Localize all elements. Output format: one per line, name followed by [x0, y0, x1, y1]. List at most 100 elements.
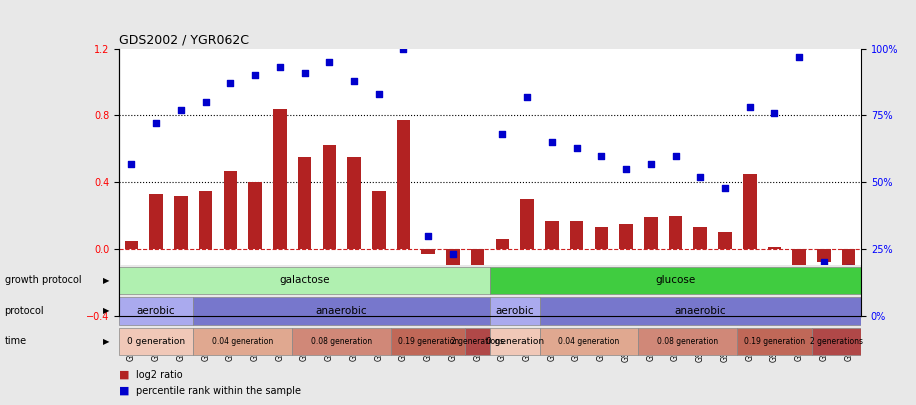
Point — [173, 107, 188, 113]
Bar — [421, 249, 435, 254]
Bar — [292, 328, 391, 355]
Bar — [119, 297, 193, 324]
Point — [396, 45, 410, 52]
Bar — [174, 196, 188, 249]
Point — [569, 144, 583, 151]
Bar — [125, 241, 138, 249]
Bar — [737, 328, 812, 355]
Bar — [817, 249, 831, 262]
Point — [124, 160, 139, 167]
Text: anaerobic: anaerobic — [316, 306, 367, 316]
Text: 0.08 generation: 0.08 generation — [658, 337, 718, 346]
Text: 2 generations: 2 generations — [810, 337, 863, 346]
Bar — [812, 328, 861, 355]
Point — [791, 53, 806, 60]
Bar — [490, 267, 861, 294]
Point — [223, 80, 237, 87]
Bar — [540, 297, 861, 324]
Point — [371, 91, 386, 97]
Point — [470, 305, 485, 311]
Bar — [119, 267, 490, 294]
Point — [618, 166, 633, 172]
Bar — [545, 221, 559, 249]
Bar — [669, 216, 682, 249]
Point — [148, 120, 163, 127]
Text: 0.19 generation: 0.19 generation — [744, 337, 805, 346]
Text: 0.04 generation: 0.04 generation — [559, 337, 619, 346]
Point — [420, 232, 435, 239]
Text: 0.08 generation: 0.08 generation — [311, 337, 372, 346]
Text: ■: ■ — [119, 386, 129, 396]
Text: 0.04 generation: 0.04 generation — [213, 337, 273, 346]
Bar — [570, 221, 583, 249]
Point — [445, 251, 460, 258]
Bar — [224, 171, 237, 249]
Point — [346, 77, 361, 84]
Text: growth protocol: growth protocol — [5, 275, 82, 286]
Text: 0 generation: 0 generation — [127, 337, 185, 346]
Text: ▶: ▶ — [103, 337, 109, 346]
Bar — [199, 191, 213, 249]
Point — [767, 109, 781, 116]
Bar — [520, 199, 534, 249]
Point — [643, 160, 658, 167]
Bar — [149, 194, 163, 249]
Bar — [248, 182, 262, 249]
Text: 0 generation: 0 generation — [485, 337, 544, 346]
Bar — [619, 224, 633, 249]
Bar — [193, 297, 490, 324]
Text: aerobic: aerobic — [496, 306, 534, 316]
Bar — [273, 109, 287, 249]
Point — [198, 99, 213, 105]
Bar — [540, 328, 638, 355]
Bar — [446, 249, 460, 279]
Point — [816, 259, 831, 266]
Text: time: time — [5, 336, 27, 346]
Point — [668, 152, 682, 159]
Bar — [496, 239, 509, 249]
Bar — [298, 157, 311, 249]
Text: 2 generations: 2 generations — [452, 337, 504, 346]
Bar — [465, 328, 490, 355]
Bar — [397, 120, 410, 249]
Text: ▶: ▶ — [103, 276, 109, 285]
Bar — [842, 249, 856, 313]
Bar — [644, 217, 658, 249]
Bar — [638, 328, 737, 355]
Bar — [718, 232, 732, 249]
Text: glucose: glucose — [656, 275, 695, 286]
Bar — [743, 174, 757, 249]
Text: anaerobic: anaerobic — [674, 306, 726, 316]
Text: 0.19 generation: 0.19 generation — [398, 337, 459, 346]
Point — [717, 184, 732, 191]
Bar — [594, 227, 608, 249]
Bar — [193, 328, 292, 355]
Point — [742, 104, 757, 111]
Text: GDS2002 / YGR062C: GDS2002 / YGR062C — [119, 33, 249, 46]
Bar — [119, 328, 193, 355]
Point — [272, 64, 287, 70]
Point — [544, 139, 559, 145]
Point — [495, 131, 509, 137]
Point — [594, 152, 608, 159]
Bar — [322, 145, 336, 249]
Point — [247, 72, 262, 79]
Point — [297, 69, 311, 76]
Bar — [391, 328, 465, 355]
Text: log2 ratio: log2 ratio — [136, 370, 182, 379]
Point — [519, 94, 534, 100]
Bar — [372, 191, 386, 249]
Bar — [792, 249, 806, 316]
Bar — [490, 297, 540, 324]
Bar — [471, 249, 485, 294]
Text: ■: ■ — [119, 370, 129, 379]
Text: aerobic: aerobic — [136, 306, 176, 316]
Text: protocol: protocol — [5, 306, 44, 316]
Bar — [693, 227, 707, 249]
Text: percentile rank within the sample: percentile rank within the sample — [136, 386, 300, 396]
Point — [692, 174, 707, 180]
Bar — [347, 157, 361, 249]
Bar — [490, 328, 540, 355]
Point — [841, 264, 856, 271]
Text: galactose: galactose — [279, 275, 330, 286]
